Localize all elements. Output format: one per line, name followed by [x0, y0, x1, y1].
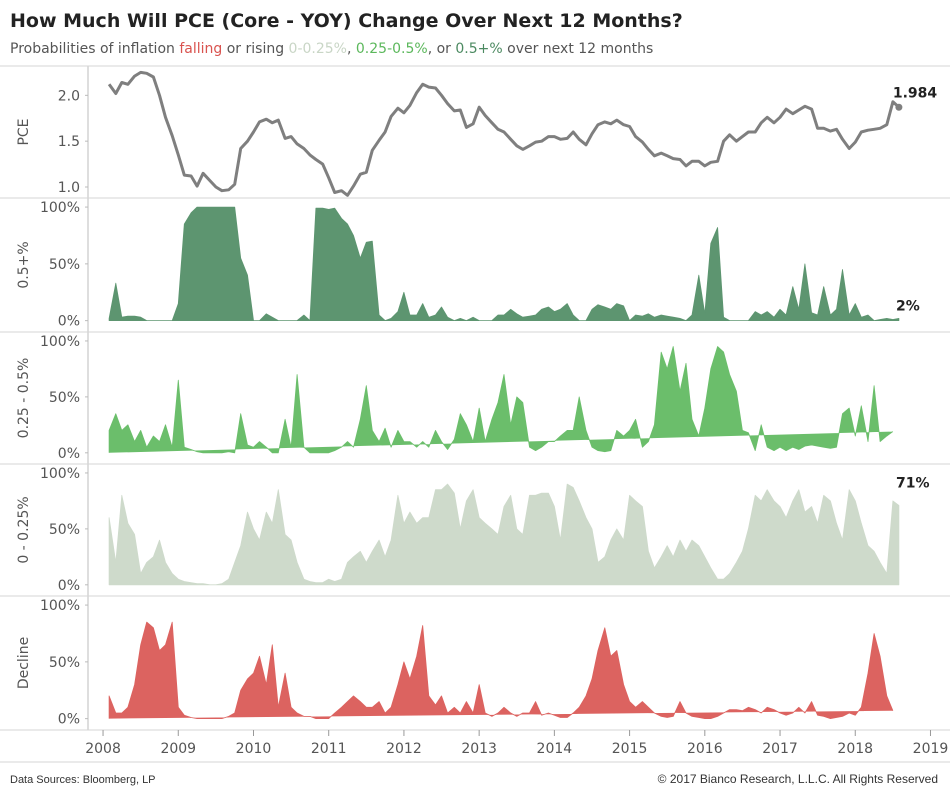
y-tick-decline-1: 50%	[49, 655, 80, 671]
y-tick-pce-0: 1.0	[58, 180, 80, 196]
y-tick-band3-2: 100%	[40, 200, 80, 216]
last-value-label-pce: 1.984	[893, 85, 938, 101]
y-tick-band1-0: 0%	[58, 578, 80, 594]
y-tick-decline-2: 100%	[40, 598, 80, 614]
last-value-label-decline: 7%	[896, 0, 920, 4]
subtitle-sep2: , or	[427, 41, 456, 57]
y-tick-band2-0: 0%	[58, 446, 80, 462]
last-value-label-band3: 2%	[896, 298, 920, 314]
y-axis-label-band2: 0.25 - 0.5%	[16, 358, 32, 439]
y-tick-pce-2: 2.0	[58, 88, 80, 104]
x-tick-label-2011: 2011	[311, 741, 347, 757]
data-source: Data Sources: Bloomberg, LP	[10, 774, 156, 786]
x-tick-label-2016: 2016	[687, 741, 723, 757]
x-tick-label-2019: 2019	[913, 741, 949, 757]
subtitle-falling: falling	[179, 41, 223, 57]
subtitle-mid: or rising	[222, 41, 289, 57]
subtitle-sep1: ,	[346, 41, 356, 57]
x-tick-label-2008: 2008	[85, 741, 121, 757]
y-tick-band1-1: 50%	[49, 522, 80, 538]
last-value-label-band1: 71%	[896, 475, 930, 491]
x-tick-label-2015: 2015	[612, 741, 648, 757]
x-tick-label-2018: 2018	[837, 741, 873, 757]
y-axis-label-band3: 0.5+%	[16, 241, 32, 288]
x-tick-label-2014: 2014	[537, 741, 573, 757]
subtitle-band3: 0.5+%	[455, 41, 503, 57]
x-tick-label-2010: 2010	[236, 741, 272, 757]
chart-title: How Much Will PCE (Core - YOY) Change Ov…	[10, 10, 683, 32]
copyright: © 2017 Bianco Research, L.L.C. All Right…	[657, 772, 938, 786]
chart-subtitle: Probabilities of inflation falling or ri…	[10, 41, 653, 57]
series-area-decline	[108, 621, 894, 719]
y-tick-band2-1: 50%	[49, 390, 80, 406]
subtitle-band1: 0-0.25%	[288, 41, 347, 57]
subtitle-prefix: Probabilities of inflation	[10, 41, 180, 57]
y-tick-band2-2: 100%	[40, 334, 80, 350]
x-tick-label-2012: 2012	[386, 741, 422, 757]
y-tick-decline-0: 0%	[58, 712, 80, 728]
series-area-band3	[108, 206, 900, 321]
y-tick-band1-2: 100%	[40, 466, 80, 482]
series-end-point-pce	[895, 103, 903, 111]
y-axis-label-band1: 0 - 0.25%	[16, 496, 32, 563]
series-area-band2	[108, 346, 894, 454]
subtitle-band2: 0.25-0.5%	[355, 41, 428, 57]
y-axis-label-decline: Decline	[16, 637, 32, 689]
x-tick-label-2009: 2009	[160, 741, 196, 757]
last-value-label-band2: 19%	[896, 0, 930, 4]
y-tick-pce-1: 1.5	[58, 134, 80, 150]
y-tick-band3-0: 0%	[58, 314, 80, 330]
y-tick-band3-1: 50%	[49, 257, 80, 273]
y-axis-label-pce: PCE	[16, 118, 32, 145]
x-tick-label-2013: 2013	[461, 741, 497, 757]
series-line-pce	[107, 70, 900, 197]
subtitle-suffix: over next 12 months	[502, 41, 654, 57]
x-tick-label-2017: 2017	[762, 741, 798, 757]
series-area-band1	[108, 483, 900, 586]
